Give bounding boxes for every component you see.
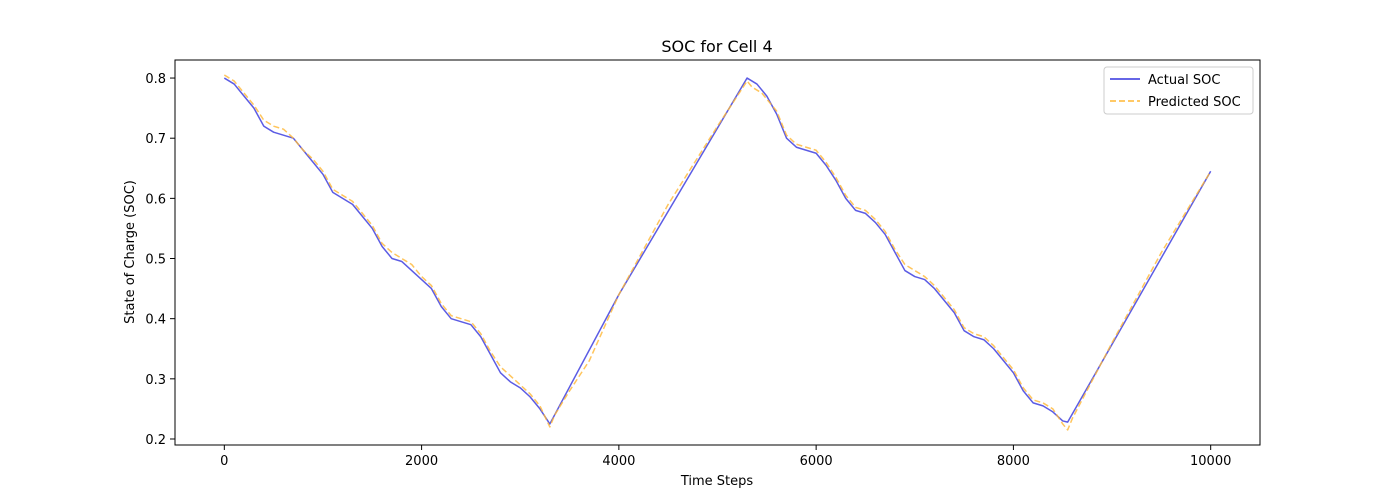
legend-label-predicted-soc: Predicted SOC (1148, 95, 1241, 110)
legend-box (1103, 66, 1254, 115)
x-tick-label: 2000 (405, 454, 438, 469)
x-tick-label: 4000 (602, 454, 635, 469)
series-layer (223, 74, 1212, 431)
legend-label-actual-soc: Actual SOC (1148, 73, 1220, 88)
series-line-predicted-soc (223, 74, 1212, 431)
chart-title: SOC for Cell 4 (661, 37, 772, 56)
y-tick-label: 0.8 (145, 72, 166, 87)
x-tick-label: 8000 (997, 454, 1030, 469)
series-line-actual-soc (223, 77, 1212, 425)
x-tick-label: 10000 (1190, 454, 1231, 469)
legend: Actual SOC Predicted SOC (1103, 66, 1254, 115)
y-tick-label: 0.5 (145, 253, 166, 268)
y-tick-label: 0.4 (145, 313, 166, 328)
plot-area-frame (174, 59, 1261, 446)
y-axis-label: State of Charge (SOC) (123, 180, 138, 324)
y-axis: 0.2 0.3 0.4 0.5 0.6 0.7 0.8 (145, 72, 175, 448)
y-tick-label: 0.7 (145, 132, 166, 147)
x-axis: 0 2000 4000 6000 8000 10000 (220, 445, 1231, 469)
x-tick-label: 0 (220, 454, 228, 469)
x-tick-label: 6000 (800, 454, 833, 469)
y-tick-label: 0.6 (145, 192, 166, 207)
y-tick-label: 0.3 (145, 373, 166, 388)
x-axis-label: Time Steps (680, 474, 754, 489)
y-tick-label: 0.2 (145, 433, 166, 448)
